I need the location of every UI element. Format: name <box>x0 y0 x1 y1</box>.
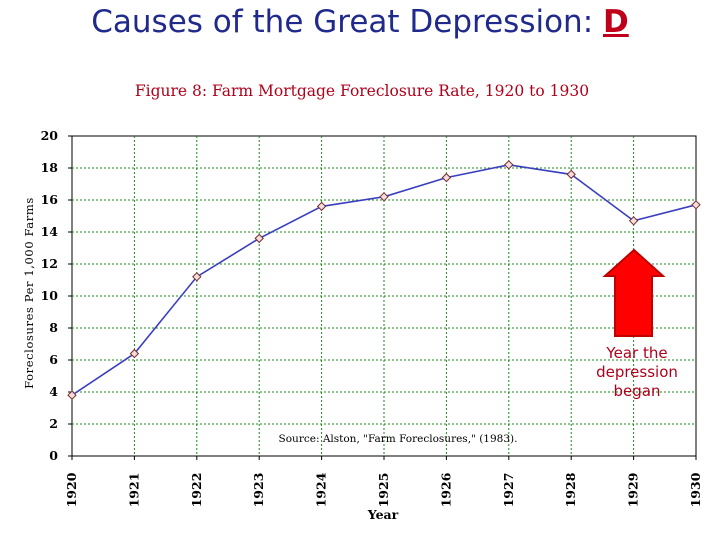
callout-arrow <box>602 248 666 337</box>
data-point <box>129 348 140 359</box>
x-tick-label: 1929 <box>626 473 641 508</box>
axis-ticks: 0 2 4 6 8 10 12 14 16 18 20 1920 1921 1922 1923 1924 192… <box>41 128 703 507</box>
data-point <box>316 201 327 212</box>
y-tick-label: 16 <box>41 192 59 207</box>
x-tick-label: 1927 <box>501 473 516 508</box>
y-axis-label: Foreclosures Per 1,000 Farms <box>22 197 36 389</box>
series <box>67 160 701 400</box>
slide-title-letter: D <box>603 4 629 40</box>
y-tick-label: 0 <box>49 448 58 463</box>
y-tick-label: 14 <box>41 224 59 239</box>
x-tick-label: 1920 <box>64 472 79 507</box>
y-tick-label: 2 <box>49 416 58 431</box>
x-tick-label: 1922 <box>189 473 204 508</box>
data-point <box>379 192 389 202</box>
data-point <box>192 272 202 282</box>
y-tick-label: 8 <box>49 320 58 335</box>
data-point <box>441 172 452 183</box>
y-tick-label: 18 <box>41 160 59 175</box>
y-tick-label: 6 <box>49 352 58 367</box>
slide-title-text: Causes of the Great Depression: <box>91 4 603 40</box>
x-tick-label: 1928 <box>563 472 578 507</box>
x-tick-label: 1923 <box>251 473 266 508</box>
data-point <box>691 200 701 210</box>
y-tick-label: 20 <box>41 128 59 143</box>
x-tick-label: 1921 <box>126 473 141 508</box>
y-tick-label: 12 <box>41 256 58 271</box>
data-point <box>504 160 514 170</box>
slide-title: Causes of the Great Depression: D <box>0 4 720 40</box>
y-tick-label: 4 <box>49 384 58 399</box>
x-tick-label: 1926 <box>438 472 453 507</box>
y-tick-label: 10 <box>41 288 59 303</box>
data-point <box>254 233 264 244</box>
x-axis-label: Year <box>367 507 399 522</box>
data-point <box>566 169 576 180</box>
grid <box>72 136 696 456</box>
source-note: Source: Alston, "Farm Foreclosures," (19… <box>279 433 518 445</box>
data-point <box>628 216 639 226</box>
callout-text: Year the depression began <box>596 344 678 400</box>
x-tick-label: 1925 <box>376 473 391 508</box>
x-tick-label: 1930 <box>688 472 703 507</box>
chart-title: Figure 8: Farm Mortgage Foreclosure Rate… <box>135 82 589 100</box>
data-point <box>67 390 77 400</box>
x-tick-label: 1924 <box>314 472 329 507</box>
